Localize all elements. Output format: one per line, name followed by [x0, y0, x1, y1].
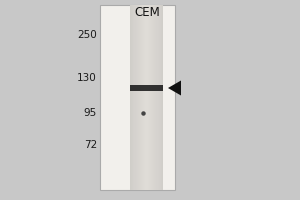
- Bar: [154, 5, 155, 190]
- Bar: [130, 85, 163, 91]
- Bar: [146, 5, 148, 190]
- Bar: [148, 5, 149, 190]
- Bar: [133, 5, 134, 190]
- Polygon shape: [168, 80, 181, 96]
- Bar: [142, 5, 143, 190]
- Bar: [161, 5, 162, 190]
- Bar: [162, 5, 163, 190]
- Bar: [151, 5, 152, 190]
- Bar: [144, 5, 145, 190]
- Text: 72: 72: [84, 140, 97, 150]
- Bar: [150, 5, 151, 190]
- Bar: [130, 5, 131, 190]
- Bar: [134, 5, 136, 190]
- Bar: [156, 5, 158, 190]
- Bar: [143, 5, 144, 190]
- Bar: [138, 5, 139, 190]
- Bar: [130, 5, 163, 190]
- Bar: [160, 5, 161, 190]
- Text: 250: 250: [77, 30, 97, 40]
- Bar: [136, 5, 138, 190]
- Bar: [152, 5, 153, 190]
- Bar: [139, 5, 140, 190]
- Bar: [140, 5, 141, 190]
- Text: 95: 95: [84, 108, 97, 118]
- Bar: [132, 5, 133, 190]
- Bar: [149, 5, 150, 190]
- Bar: [141, 5, 142, 190]
- Bar: [131, 5, 132, 190]
- Bar: [153, 5, 154, 190]
- Bar: [159, 5, 160, 190]
- Text: 130: 130: [77, 73, 97, 83]
- Bar: [158, 5, 159, 190]
- Bar: [155, 5, 156, 190]
- Bar: [100, 5, 175, 190]
- Text: CEM: CEM: [134, 5, 160, 19]
